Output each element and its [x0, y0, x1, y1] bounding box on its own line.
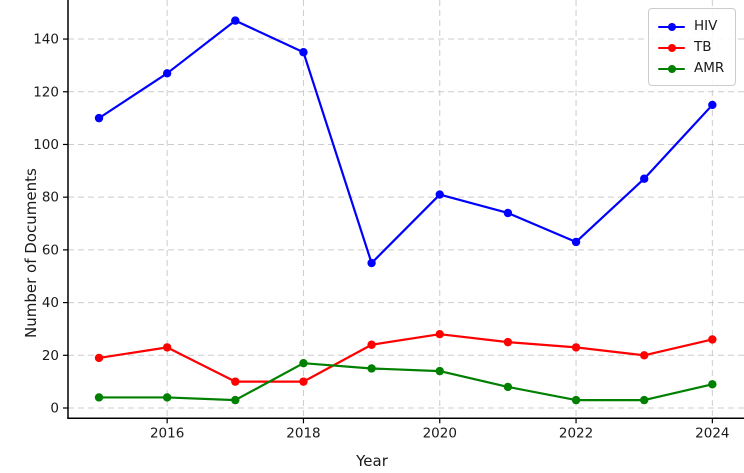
y-tick-label: 20 [42, 348, 59, 364]
data-point-amr-2017 [231, 395, 240, 405]
x-tick-label: 2020 [423, 425, 457, 441]
data-point-hiv-2021 [503, 208, 513, 218]
tb-line-marker-icon [658, 43, 685, 52]
y-tick-label: 60 [42, 242, 59, 258]
y-axis-label: Number of Documents [22, 168, 40, 338]
x-tick-label: 2018 [286, 425, 320, 441]
data-point-amr-2019 [367, 364, 376, 373]
series-amr [94, 358, 717, 405]
data-point-tb-2017 [231, 377, 240, 386]
ticks: 0 20 40 60 80 100 120 140 2016 2018 2020 2022 2024 [33, 32, 729, 442]
data-point-hiv-2016 [162, 69, 172, 78]
legend: HIV TB AMR [648, 8, 736, 86]
data-point-hiv-2022 [571, 237, 581, 247]
data-point-tb-2022 [571, 343, 581, 352]
x-tick-label: 2022 [559, 425, 593, 441]
legend-item-amr: AMR [658, 58, 726, 79]
series-line-amr [97, 362, 714, 402]
data-point-amr-2022 [571, 395, 581, 405]
y-tick-label: 0 [50, 401, 59, 417]
series-line-tb [97, 333, 714, 383]
data-point-tb-2015 [94, 353, 104, 363]
data-point-hiv-2019 [367, 258, 376, 268]
x-tick-label: 2024 [695, 425, 729, 441]
data-point-amr-2023 [640, 395, 649, 405]
data-point-tb-2023 [640, 351, 649, 360]
series-line-hiv [97, 19, 714, 265]
data-point-amr-2021 [503, 382, 513, 392]
axes-spines [67, 0, 744, 420]
data-point-hiv-2020 [435, 190, 444, 199]
amr-line-marker-icon [658, 64, 685, 73]
y-tick-label: 140 [33, 32, 59, 48]
legend-label-hiv: HIV [694, 17, 718, 34]
hiv-line-marker-icon [658, 22, 685, 31]
legend-label-tb: TB [694, 38, 712, 55]
data-point-hiv-2018 [299, 48, 308, 57]
data-point-amr-2016 [162, 393, 172, 402]
series-tb [94, 330, 717, 386]
data-point-hiv-2023 [640, 174, 649, 183]
legend-item-tb: TB [658, 37, 726, 58]
data-point-hiv-2017 [231, 16, 240, 25]
data-point-amr-2015 [94, 393, 104, 402]
data-point-hiv-2024 [708, 100, 717, 110]
data-point-amr-2020 [435, 366, 444, 376]
x-tick-label: 2016 [150, 425, 184, 441]
data-point-tb-2019 [367, 340, 376, 349]
data-point-tb-2021 [503, 337, 513, 347]
data-point-tb-2024 [708, 335, 717, 344]
y-tick-label: 100 [33, 137, 59, 153]
data-point-hiv-2015 [94, 113, 104, 123]
y-tick-label: 40 [42, 295, 59, 311]
data-point-tb-2020 [435, 330, 444, 339]
y-tick-label: 120 [33, 84, 59, 100]
data-point-tb-2018 [299, 377, 308, 386]
data-point-amr-2018 [299, 358, 308, 368]
x-axis-label: Year [356, 452, 388, 470]
series-hiv [94, 16, 717, 268]
legend-label-amr: AMR [694, 59, 725, 76]
legend-item-hiv: HIV [658, 16, 726, 37]
data-point-amr-2024 [708, 380, 717, 389]
data-point-tb-2016 [162, 343, 172, 352]
y-tick-label: 80 [42, 190, 59, 206]
